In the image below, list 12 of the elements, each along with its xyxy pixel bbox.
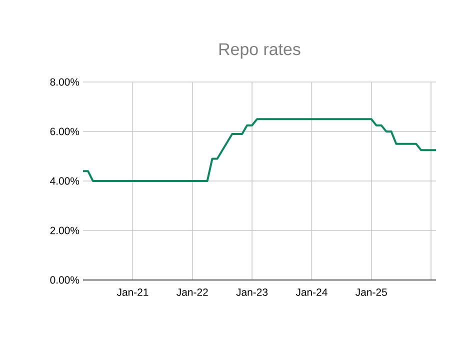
x-tick-label: Jan-23 [236, 288, 268, 296]
y-tick-label: 8.00% [50, 78, 80, 86]
y-tick-label: 4.00% [50, 177, 80, 185]
y-tick-label: 0.00% [50, 276, 80, 284]
y-tick-label: 2.00% [50, 226, 80, 234]
chart-title: Repo rates [219, 43, 300, 59]
x-tick-label: Jan-22 [176, 288, 208, 296]
x-tick-label: Jan-24 [296, 288, 328, 296]
x-tick-label: Jan-25 [356, 288, 387, 296]
line-series [83, 118, 436, 182]
y-tick-label: 6.00% [50, 128, 80, 136]
x-tick-label: Jan-21 [116, 288, 148, 296]
